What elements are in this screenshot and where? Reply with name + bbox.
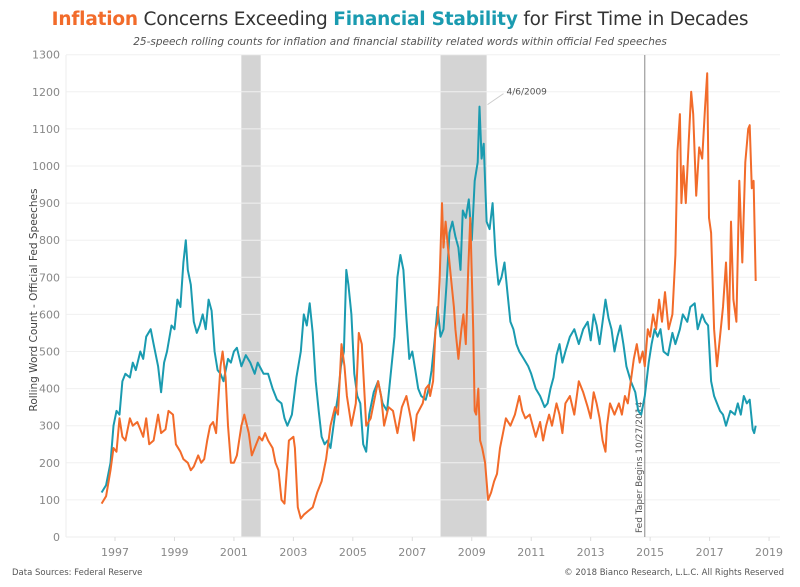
x-tick-label: 2003 xyxy=(279,546,307,559)
x-tick-label: 2013 xyxy=(577,546,605,559)
x-tick-label: 2017 xyxy=(696,546,724,559)
y-tick-label: 0 xyxy=(53,531,60,544)
x-tick-label: 1997 xyxy=(101,546,129,559)
x-tick-label: 2009 xyxy=(458,546,486,559)
x-tick-label: 2015 xyxy=(636,546,664,559)
y-tick-label: 300 xyxy=(39,420,60,433)
y-tick-label: 100 xyxy=(39,494,60,507)
title-text-2: for First Time in Decades xyxy=(517,9,749,30)
y-tick-label: 700 xyxy=(39,271,60,284)
x-tick-label: 2011 xyxy=(517,546,545,559)
chart-subtitle: 25-speech rolling counts for inflation a… xyxy=(133,36,667,48)
y-axis-ticks: 0 100 200 300 400 500 600 700 800 900 1000 1100 1200… xyxy=(32,49,60,544)
title-financial-stability: Financial Stability xyxy=(333,9,518,30)
x-tick-label: 1999 xyxy=(160,546,188,559)
y-tick-label: 900 xyxy=(39,197,60,210)
series-line-inflation xyxy=(100,72,757,520)
annotations: 4/6/2009 Fed Taper Begins 10/27/2014 xyxy=(487,55,646,537)
chart-title: Inflation Concerns Exceeding Financial S… xyxy=(0,9,800,30)
x-tick-label: 2007 xyxy=(398,546,426,559)
y-tick-label: 500 xyxy=(39,346,60,359)
x-tick-label: 2001 xyxy=(220,546,248,559)
title-inflation: Inflation xyxy=(51,9,138,30)
data-source: Data Sources: Federal Reserve xyxy=(12,568,143,578)
y-tick-label: 200 xyxy=(39,457,60,470)
y-tick-label: 1300 xyxy=(32,49,60,62)
gridlines xyxy=(65,54,780,538)
x-tick-label: 2005 xyxy=(339,546,367,559)
copyright: © 2018 Bianco Research, L.L.C. All Right… xyxy=(564,568,784,578)
y-tick-label: 400 xyxy=(39,383,60,396)
callout-leader xyxy=(487,93,504,106)
series-line-financial-stability xyxy=(100,105,757,494)
taper-marker-label: Fed Taper Begins 10/27/2014 xyxy=(635,402,645,533)
callout-label: 4/6/2009 xyxy=(506,88,547,98)
y-tick-label: 1000 xyxy=(32,160,60,173)
series-lines xyxy=(100,72,757,520)
y-tick-label: 600 xyxy=(39,308,60,321)
recession-band xyxy=(241,55,261,537)
x-tick-label: 2019 xyxy=(755,546,783,559)
recession-bands xyxy=(241,55,487,537)
y-tick-label: 800 xyxy=(39,234,60,247)
x-axis-ticks: 1997 1999 2001 2003 2005 2007 2009 2011 2013 2015… xyxy=(101,537,783,559)
title-text-1: Concerns Exceeding xyxy=(137,9,334,30)
y-tick-label: 1100 xyxy=(32,123,60,136)
y-axis-label: Rolling Word Count - Official Fed Speech… xyxy=(28,189,40,412)
y-tick-label: 1200 xyxy=(32,86,60,99)
